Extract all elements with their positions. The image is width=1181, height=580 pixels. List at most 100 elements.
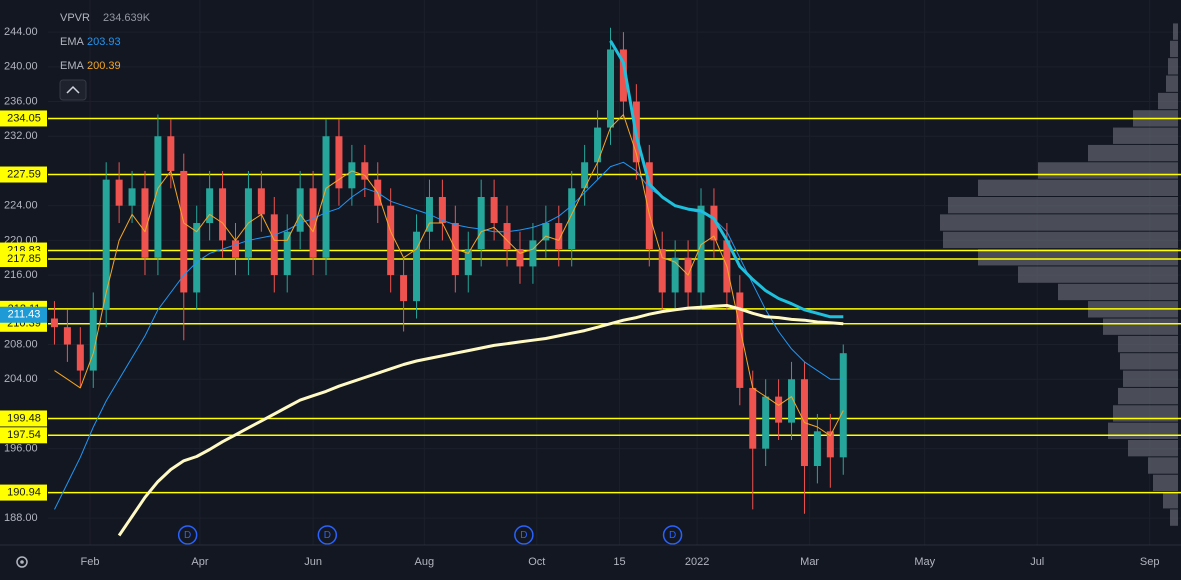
candle-body bbox=[102, 179, 110, 310]
x-tick-label: May bbox=[914, 556, 935, 568]
candle-body bbox=[400, 275, 408, 302]
candle-body bbox=[361, 162, 369, 180]
y-tick-label: 240.00 bbox=[4, 61, 38, 73]
candle-body bbox=[283, 231, 291, 276]
candle-body bbox=[257, 188, 265, 215]
last-price-box bbox=[0, 306, 47, 323]
volume-profile-bar bbox=[1058, 283, 1178, 301]
level-label-box bbox=[0, 110, 47, 127]
candle-body bbox=[193, 223, 201, 293]
volume-profile-bar bbox=[1128, 439, 1178, 457]
x-tick-label: Oct bbox=[528, 556, 545, 568]
candle-body bbox=[555, 223, 563, 250]
legend-value: 234.639K bbox=[103, 12, 151, 24]
volume-profile-bar bbox=[943, 231, 1178, 249]
x-tick-label: Jun bbox=[304, 556, 322, 568]
event-marker bbox=[177, 525, 198, 545]
settings-icon[interactable] bbox=[16, 556, 28, 568]
candle-body bbox=[348, 162, 356, 189]
candle-body bbox=[542, 223, 550, 241]
legend-value: 200.39 bbox=[87, 60, 121, 72]
y-tick-label: 224.00 bbox=[4, 200, 38, 212]
candle-body bbox=[645, 162, 653, 250]
candle-body bbox=[710, 205, 718, 241]
x-tick-label: Aug bbox=[415, 556, 435, 568]
x-tick-label: Apr bbox=[191, 556, 208, 568]
volume-profile-bar bbox=[1118, 387, 1178, 405]
volume-profile-bar bbox=[1103, 318, 1178, 335]
candle-body bbox=[503, 223, 511, 250]
y-tick-label: 204.00 bbox=[4, 373, 38, 385]
settings-button[interactable] bbox=[16, 556, 28, 568]
x-tick-label: 15 bbox=[613, 556, 625, 568]
y-tick-label: 232.00 bbox=[4, 130, 38, 142]
candle-body bbox=[839, 353, 847, 458]
candle-body bbox=[167, 136, 175, 171]
y-tick-label: 196.00 bbox=[4, 443, 38, 455]
candle-body bbox=[309, 188, 317, 258]
level-label: 199.48 bbox=[7, 412, 41, 424]
candle-body bbox=[775, 396, 783, 423]
y-tick-label: 216.00 bbox=[4, 269, 38, 281]
volume-profile-bar bbox=[1038, 162, 1178, 179]
volume-profile-bar bbox=[1123, 370, 1178, 387]
candle-body bbox=[697, 205, 705, 293]
collapse-button[interactable] bbox=[59, 79, 87, 101]
candle-body bbox=[749, 387, 757, 449]
candle-body bbox=[568, 188, 576, 250]
level-label: 227.59 bbox=[7, 168, 41, 180]
candle-body bbox=[413, 231, 421, 302]
candle-body bbox=[516, 249, 524, 267]
candle-body bbox=[813, 431, 821, 467]
collapse-button-box[interactable] bbox=[59, 79, 87, 101]
volume-profile-bar bbox=[1148, 457, 1178, 474]
volume-profile-bar bbox=[1113, 127, 1178, 144]
candle-body bbox=[322, 136, 330, 258]
candle-body bbox=[477, 196, 485, 250]
y-tick-label: 244.00 bbox=[4, 26, 38, 38]
volume-profile-bar bbox=[1173, 23, 1178, 40]
level-label: 234.05 bbox=[7, 112, 41, 124]
collapse-icon[interactable] bbox=[66, 85, 80, 94]
candle-body bbox=[464, 249, 472, 276]
event-marker bbox=[662, 525, 683, 545]
candle-body bbox=[736, 292, 744, 388]
candle-body bbox=[581, 162, 589, 189]
volume-profile-bar bbox=[978, 249, 1178, 266]
level-label-box bbox=[0, 484, 47, 501]
candle-body bbox=[490, 196, 498, 224]
event-label: D bbox=[324, 530, 331, 541]
indicator-line bbox=[54, 114, 844, 437]
candle-body bbox=[387, 205, 395, 276]
candle-body bbox=[529, 240, 537, 267]
event-label: D bbox=[184, 530, 191, 541]
legend-name: EMA bbox=[60, 60, 85, 72]
volume-profile-bar bbox=[1170, 40, 1178, 58]
candle-body bbox=[128, 188, 136, 206]
candle-body bbox=[658, 249, 666, 293]
x-tick-label: Mar bbox=[800, 556, 819, 568]
candle-body bbox=[296, 188, 304, 232]
level-label-box bbox=[0, 427, 47, 444]
level-label-box bbox=[0, 251, 47, 268]
candle-body bbox=[762, 396, 770, 449]
candle-body bbox=[141, 188, 149, 258]
event-marker bbox=[514, 525, 534, 545]
legend-value: 203.93 bbox=[87, 36, 121, 48]
candle-body bbox=[619, 49, 627, 102]
volume-profile-bar bbox=[1120, 353, 1178, 370]
candle-body bbox=[826, 431, 834, 458]
legend-name: EMA bbox=[60, 36, 85, 48]
candle-body bbox=[438, 196, 446, 224]
volume-profile-bar bbox=[940, 214, 1178, 231]
settings-icon-center[interactable] bbox=[20, 560, 24, 564]
volume-profile-bar bbox=[1153, 474, 1178, 492]
candle-body bbox=[335, 136, 343, 189]
volume-profile-bar bbox=[1170, 509, 1178, 526]
x-tick-label: 2022 bbox=[685, 556, 709, 568]
axes: 188.00196.00204.00208.00216.00220.00224.… bbox=[0, 26, 1160, 568]
volume-profile-bar bbox=[1166, 75, 1178, 92]
level-label-box bbox=[0, 166, 47, 183]
